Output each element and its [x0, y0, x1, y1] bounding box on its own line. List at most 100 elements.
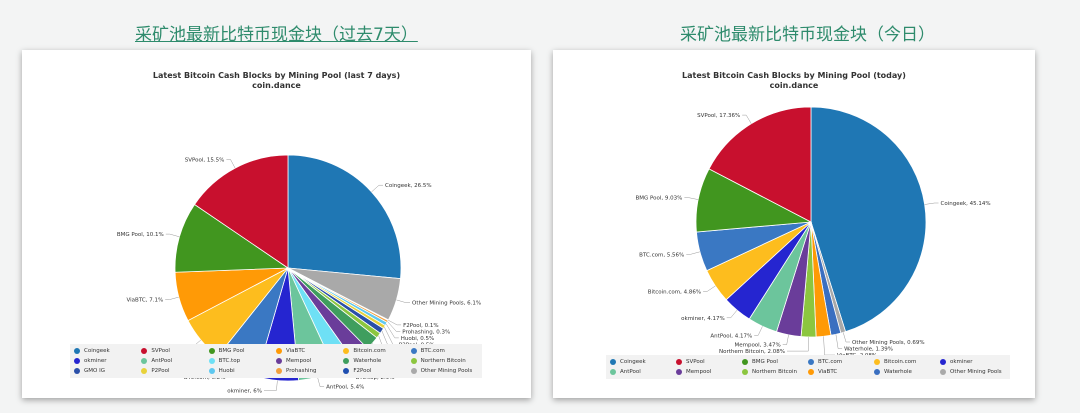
legend-label: Waterhole — [353, 357, 382, 364]
legend-label: Mempool — [286, 357, 312, 364]
legend-item[interactable]: AntPool — [141, 357, 208, 364]
legend-swatch-icon — [141, 357, 148, 364]
legend-item[interactable]: ViaBTC — [276, 347, 343, 354]
chart-card-7days: Coingeek, 26.5% Other Mining Pools, 6.1% F… — [22, 50, 531, 398]
heading-last-7-days[interactable]: 采矿池最新比特币现金块（过去7天） — [135, 25, 418, 45]
legend-item[interactable]: SVPool — [676, 358, 742, 366]
legend-item[interactable]: okminer — [940, 358, 1006, 366]
slice-label: SVPool, 17.36% — [697, 113, 740, 119]
pie-slice-coingeek[interactable] — [810, 106, 927, 333]
legend-item[interactable]: BMG Pool — [208, 347, 276, 354]
legend-swatch-icon — [808, 358, 814, 365]
slice-label: okminer, 6% — [227, 389, 262, 395]
legend-item[interactable]: Mempool — [276, 357, 343, 364]
legend-swatch-icon — [742, 369, 748, 376]
slice-label: ViaBTC, 7.1% — [127, 298, 164, 304]
pie-slice-svpool[interactable] — [708, 106, 812, 223]
slice-label: Northern Bitcoin, 2.08% — [719, 349, 785, 355]
legend-label: BMG Pool — [752, 358, 778, 365]
legend-item[interactable]: Coingeek — [74, 347, 141, 354]
legend-swatch-icon — [343, 357, 350, 364]
legend-item[interactable]: F2Pool — [343, 368, 410, 375]
legend-swatch-icon — [74, 368, 80, 375]
pie-slice-bmg-pool[interactable] — [174, 203, 290, 273]
label-connector — [787, 336, 809, 352]
legend-item[interactable]: ViaBTC — [808, 369, 874, 377]
label-connector — [835, 334, 843, 349]
legend-swatch-icon — [410, 357, 417, 364]
legend-swatch-icon — [208, 347, 215, 354]
legend-item[interactable]: Huobi — [208, 368, 276, 375]
label-connector — [823, 336, 835, 356]
legend-label: Huobi — [218, 368, 235, 375]
pie-slice-coingeek[interactable] — [287, 154, 402, 280]
slice-label: F2Pool, 0.1% — [403, 323, 439, 329]
legend-swatch-icon — [742, 358, 748, 365]
legend-label: Coingeek — [84, 347, 110, 354]
legend-item[interactable]: BTC.top — [208, 357, 276, 364]
chart-subtitle-text: coin.dance — [769, 81, 819, 90]
legend-swatch-icon — [610, 358, 616, 365]
legend-label: BTC.com — [420, 347, 445, 354]
slice-label: Mempool, 3.47% — [734, 343, 780, 349]
label-connector — [684, 197, 699, 200]
legend-swatch-icon — [276, 347, 282, 354]
legend-item[interactable]: Bitcoin.com — [874, 358, 940, 366]
legend-item[interactable]: okminer — [74, 357, 141, 364]
chart-title-text: Latest Bitcoin Cash Blocks by Mining Poo… — [152, 71, 401, 80]
legend-swatch-icon — [141, 368, 148, 375]
legend-item[interactable]: Prohashing — [276, 368, 343, 375]
legend-item[interactable]: Waterhole — [343, 357, 410, 364]
legend-item[interactable]: P2Pool — [141, 368, 208, 375]
slice-label: BTC.com, 5.56% — [639, 252, 684, 258]
legend-label: SVPool — [686, 358, 705, 365]
label-connector — [165, 233, 180, 238]
slice-label: SVPool, 15.5% — [185, 157, 225, 163]
legend-item[interactable]: GMO IG — [74, 368, 141, 375]
legend-swatch-icon — [676, 369, 682, 376]
legend-label: Other Mining Pools — [420, 368, 473, 375]
label-connector — [226, 159, 236, 169]
legend-swatch-icon — [410, 347, 417, 354]
legend-swatch-icon — [208, 368, 215, 375]
legend-item[interactable]: Waterhole — [874, 369, 940, 377]
label-connector — [754, 326, 763, 336]
legend-today: Coingeek SVPool BMG Pool BTC.com Bitcoin.com… — [606, 355, 1010, 379]
legend-item[interactable]: Other Mining Pools — [940, 369, 1006, 377]
chart-card-today: Coingeek, 45.14% Other Mining Pools, 0.69… — [553, 50, 1035, 398]
legend-item[interactable]: Bitcoin.com — [343, 347, 410, 354]
slice-label: okminer, 4.17% — [681, 316, 725, 322]
slice-label: Huobi, 0.5% — [401, 336, 434, 342]
legend-item[interactable]: AntPool — [610, 369, 676, 377]
legend-7days: Coingeek SVPool BMG Pool ViaBTC Bitcoin.com B… — [70, 344, 482, 378]
legend-label: Coingeek — [620, 358, 646, 365]
legend-item[interactable]: Northern Bitcoin — [742, 369, 808, 377]
chart-subtitle-text: coin.dance — [252, 81, 301, 90]
legend-item[interactable]: Northern Bitcoin — [410, 357, 478, 364]
legend-item[interactable]: BTC.com — [808, 358, 874, 366]
pie-slice-svpool[interactable] — [193, 154, 289, 269]
legend-label: okminer — [84, 357, 107, 364]
slice-label: BTC.com, 6.2% — [184, 375, 226, 381]
legend-item[interactable]: BTC.com — [410, 347, 478, 354]
legend-swatch-icon — [276, 357, 282, 364]
legend-swatch-icon — [940, 369, 946, 376]
legend-item[interactable]: Other Mining Pools — [410, 368, 478, 375]
slice-label: Prohashing, 0.3% — [402, 329, 450, 335]
legend-swatch-icon — [874, 369, 880, 376]
legend-item[interactable]: Coingeek — [610, 358, 676, 366]
legend-item[interactable]: BMG Pool — [742, 358, 808, 366]
label-connector — [388, 319, 402, 326]
legend-label: AntPool — [151, 357, 173, 364]
legend-swatch-icon — [808, 369, 814, 376]
legend-swatch-icon — [676, 358, 682, 365]
legend-swatch-icon — [343, 368, 350, 375]
legend-item[interactable]: SVPool — [141, 347, 208, 354]
slice-label: Waterhole, 1.39% — [844, 347, 893, 353]
label-connector — [371, 184, 383, 193]
legend-label: Prohashing — [286, 368, 317, 375]
slice-label: Other Mining Pools, 6.1% — [412, 301, 481, 307]
label-connector — [165, 296, 179, 300]
label-connector — [842, 332, 850, 343]
legend-item[interactable]: Mempool — [676, 369, 742, 377]
